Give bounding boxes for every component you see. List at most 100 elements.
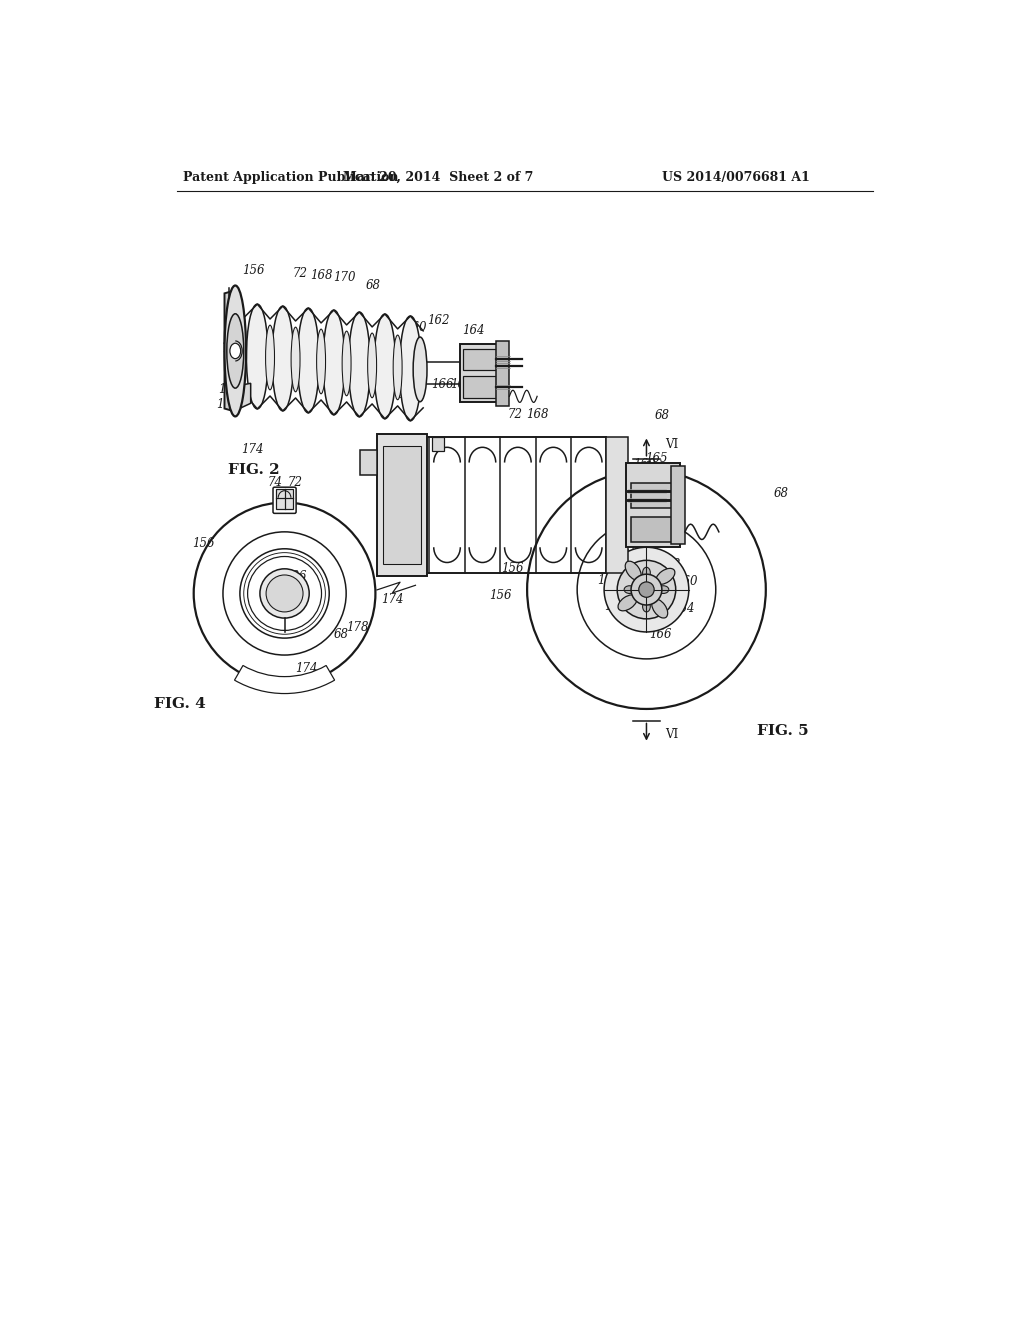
Text: 168: 168	[526, 408, 549, 421]
Circle shape	[604, 548, 689, 632]
Text: 166: 166	[604, 601, 627, 612]
Text: 178: 178	[216, 399, 239, 412]
Text: 164: 164	[462, 323, 484, 337]
Text: 178: 178	[346, 620, 369, 634]
Ellipse shape	[298, 308, 319, 413]
FancyBboxPatch shape	[383, 446, 421, 564]
Text: US 2014/0076681 A1: US 2014/0076681 A1	[662, 172, 810, 185]
Text: 72: 72	[288, 477, 303, 490]
Circle shape	[631, 574, 662, 605]
Ellipse shape	[625, 586, 635, 594]
Text: 76: 76	[470, 343, 484, 356]
FancyBboxPatch shape	[360, 450, 377, 475]
Text: 174: 174	[295, 663, 317, 676]
Circle shape	[194, 503, 376, 684]
FancyBboxPatch shape	[627, 462, 680, 548]
FancyBboxPatch shape	[606, 437, 628, 573]
Ellipse shape	[626, 561, 641, 581]
Text: 162: 162	[658, 558, 681, 572]
Text: 68: 68	[654, 409, 670, 422]
Text: 164: 164	[658, 495, 681, 508]
FancyBboxPatch shape	[460, 345, 500, 403]
Ellipse shape	[224, 285, 246, 416]
FancyBboxPatch shape	[631, 517, 673, 543]
Ellipse shape	[643, 601, 650, 612]
Text: 174: 174	[381, 593, 403, 606]
FancyBboxPatch shape	[432, 437, 444, 451]
Text: 74: 74	[221, 342, 237, 355]
Text: 72: 72	[645, 610, 660, 623]
Ellipse shape	[247, 304, 268, 409]
Text: FIG. 2: FIG. 2	[228, 463, 280, 478]
Circle shape	[266, 576, 303, 612]
Ellipse shape	[272, 306, 294, 411]
FancyBboxPatch shape	[377, 434, 427, 576]
Ellipse shape	[230, 343, 241, 359]
Text: 158: 158	[395, 388, 418, 401]
Text: 156: 156	[243, 264, 265, 277]
Text: 178: 178	[392, 490, 415, 502]
Ellipse shape	[651, 599, 668, 618]
Ellipse shape	[368, 333, 377, 397]
FancyBboxPatch shape	[463, 348, 496, 370]
Circle shape	[639, 582, 654, 598]
Text: 160: 160	[404, 321, 427, 334]
FancyBboxPatch shape	[463, 376, 496, 397]
Text: 162: 162	[647, 492, 670, 506]
Ellipse shape	[618, 595, 637, 611]
FancyBboxPatch shape	[671, 466, 685, 544]
Text: 158: 158	[604, 546, 627, 560]
Text: 170: 170	[334, 271, 356, 284]
Wedge shape	[234, 665, 335, 693]
Polygon shape	[233, 383, 251, 411]
Text: FIG. 4: FIG. 4	[154, 697, 206, 710]
Text: 186: 186	[284, 570, 306, 583]
Circle shape	[527, 470, 766, 709]
Text: 166: 166	[431, 378, 454, 391]
Circle shape	[260, 569, 309, 618]
Text: 180: 180	[218, 383, 241, 396]
Text: 158: 158	[616, 546, 638, 560]
Ellipse shape	[413, 337, 427, 401]
Ellipse shape	[316, 329, 326, 393]
Ellipse shape	[226, 314, 244, 388]
Text: 156: 156	[488, 589, 511, 602]
Ellipse shape	[658, 586, 669, 594]
Ellipse shape	[348, 312, 371, 417]
Text: 174: 174	[241, 444, 263, 455]
Text: 162: 162	[427, 314, 450, 326]
Ellipse shape	[643, 568, 650, 578]
FancyBboxPatch shape	[273, 487, 296, 513]
FancyBboxPatch shape	[631, 483, 673, 508]
Text: FIG. 3: FIG. 3	[659, 589, 711, 603]
Ellipse shape	[393, 335, 402, 400]
Text: 156: 156	[191, 537, 214, 550]
Ellipse shape	[399, 315, 421, 421]
Polygon shape	[224, 290, 233, 411]
Ellipse shape	[323, 310, 345, 414]
Text: 68: 68	[366, 279, 381, 292]
Text: VI: VI	[665, 438, 678, 451]
Text: 76: 76	[635, 577, 650, 590]
Text: 184: 184	[280, 582, 302, 595]
Circle shape	[617, 561, 676, 619]
Text: 166: 166	[649, 628, 672, 640]
Text: 72: 72	[508, 408, 523, 421]
Text: 156: 156	[501, 561, 523, 574]
Text: 160: 160	[634, 458, 656, 471]
Text: FIG. 5: FIG. 5	[757, 723, 809, 738]
Text: 68: 68	[773, 487, 788, 500]
Text: 164: 164	[672, 602, 694, 615]
Ellipse shape	[342, 331, 351, 396]
Text: 72: 72	[293, 267, 307, 280]
Ellipse shape	[655, 569, 675, 585]
Text: Patent Application Publication: Patent Application Publication	[183, 172, 398, 185]
Text: 165: 165	[451, 378, 473, 391]
Text: 166: 166	[635, 492, 657, 506]
Text: 168: 168	[310, 269, 333, 282]
Ellipse shape	[374, 314, 395, 418]
Text: 180: 180	[280, 597, 302, 610]
Text: 74: 74	[268, 477, 283, 490]
Text: 68: 68	[334, 628, 348, 640]
Text: 160: 160	[675, 576, 697, 589]
